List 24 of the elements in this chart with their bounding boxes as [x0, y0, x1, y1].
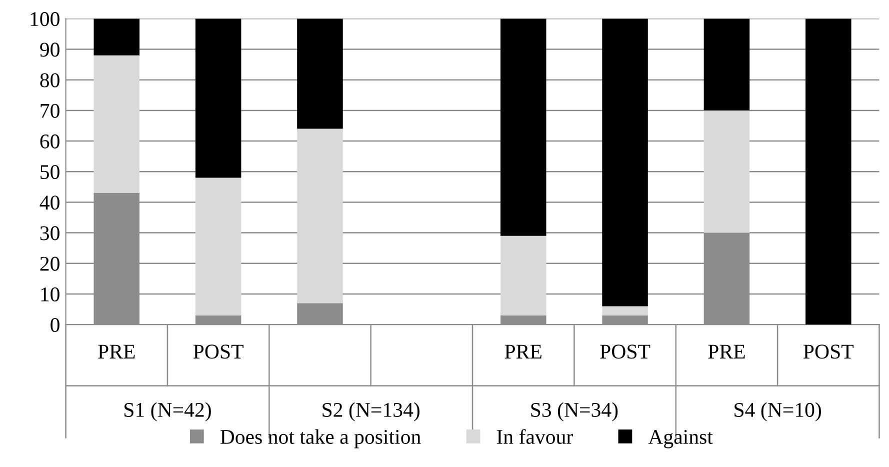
y-tick-label: 20: [40, 256, 60, 271]
x-tick-label: POST: [804, 344, 854, 359]
text: S2 (N=134): [322, 402, 420, 422]
y-tick-label: 40: [40, 196, 60, 210]
text: S1 (N=42): [124, 402, 211, 422]
y-tick-label: 70: [40, 104, 60, 118]
text: S4 (N=10): [734, 402, 821, 422]
x-tick-label: PRE: [504, 344, 542, 358]
x-tick-label: PRE: [708, 344, 745, 358]
y-tick-label: 80: [40, 73, 60, 88]
y-tick-label: 0: [50, 318, 60, 332]
legend-label: Does not take a position: [220, 429, 421, 448]
text: S3 (N=34): [531, 402, 618, 422]
x-tick-label: POST: [600, 344, 650, 359]
x-tick-label: POST: [193, 344, 244, 359]
legend-label: Against: [648, 430, 713, 448]
y-tick-label: 90: [40, 42, 60, 57]
y-tick-label: 10: [41, 287, 60, 302]
legend-label: In favour: [496, 429, 573, 444]
x-tick-label: PRE: [98, 344, 135, 358]
y-tick-label: 100: [30, 12, 60, 26]
y-tick-label: 60: [40, 134, 60, 148]
y-tick-label: 30: [40, 226, 60, 240]
y-tick-label: 50: [40, 164, 60, 180]
